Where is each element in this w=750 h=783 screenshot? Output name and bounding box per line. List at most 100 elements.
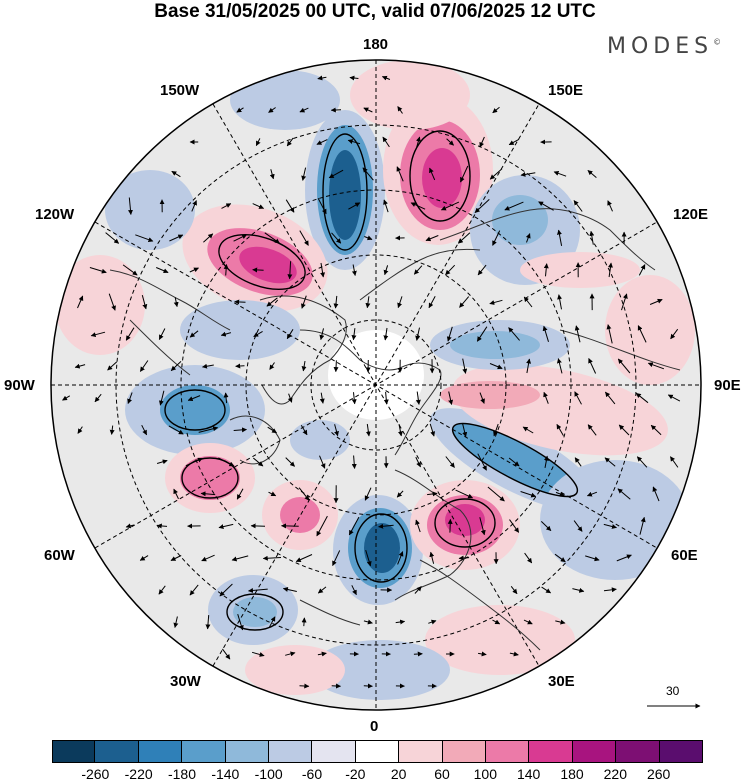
wind-vector [351,328,357,341]
wind-vector [670,328,679,340]
wind-vector [410,202,426,210]
colorbar [52,740,703,762]
wind-vector [287,393,293,403]
wind-vector [520,491,537,498]
wind-vector [458,555,470,561]
wind-vector [248,587,268,593]
label-90w: 90W [4,377,35,394]
wind-vector [365,549,372,567]
colorbar-tick-label: -100 [254,766,283,782]
map-title: Base 31/05/2025 00 UTC, valid 07/06/2025… [154,1,596,22]
wind-vector [378,523,394,529]
wind-vector [268,107,276,113]
wind-vector [383,265,389,276]
wind-vector [253,330,263,338]
colorbar-tick-label: -180 [167,766,197,782]
wind-vector [158,328,166,340]
contour-lines [164,130,579,631]
wind-vector [298,487,310,501]
wind-vector [334,424,339,437]
colorbar-tick-label: 100 [473,766,498,782]
wind-vector [587,424,597,436]
wind-vector [362,167,374,181]
wind-vector [526,358,532,374]
wind-vector [586,491,598,497]
wind-vector [90,331,106,338]
wind-vector [440,201,460,211]
colorbar-swatch [225,740,270,762]
wind-vector [94,393,102,403]
wind-vector [168,425,184,435]
wind-vector [555,619,566,625]
wind-vector [508,138,520,146]
wind-vector [477,453,487,471]
wind-vector [616,554,632,562]
label-180: 180 [363,36,389,53]
wind-vector [649,298,663,305]
wind-vector [319,455,326,469]
wind-vector [572,587,585,593]
wind-vector [365,296,371,309]
wind-vector [364,235,373,241]
colorbar-tick-label: -60 [301,766,323,782]
wind-vector [542,325,549,342]
wind-vector [397,106,403,114]
wind-vector [316,515,328,537]
wind-vector [365,423,371,437]
colorbar-tick-label: -220 [124,766,153,782]
wind-vector [191,200,197,212]
wind-vector [489,299,503,305]
anomaly-fields [55,60,695,700]
wind-vector [187,395,201,402]
wind-vector [425,235,439,242]
wind-vector [202,363,214,369]
wind-vector [105,232,120,244]
modes-logo: MODES© [607,34,721,59]
wind-vector [554,553,566,563]
wind-vector [605,391,616,405]
wind-vector [317,75,327,81]
wind-vector [504,201,524,211]
colorbar-tick-label: 260 [646,766,671,782]
wind-vector [169,234,184,242]
wind-vector [201,554,215,562]
wind-vector [397,424,403,437]
wind-vector [285,651,296,657]
wind-vector [139,555,149,561]
wind-vector [332,550,341,567]
wind-vector [446,326,453,342]
wind-vector [299,230,309,246]
wind-vector [428,296,436,309]
colorbar-swatch [616,740,660,762]
wind-vector [252,267,264,273]
colorbar-swatch [312,740,356,762]
wind-vector [125,327,135,341]
wind-vector [77,295,84,309]
wind-vector [317,586,327,594]
label-60e: 60E [671,547,698,564]
colorbar-swatch [52,740,96,762]
wind-vector [397,296,403,309]
wind-vector [607,262,613,278]
wind-vector [319,392,325,404]
wind-vector [429,551,435,564]
wind-vector [639,516,646,535]
wind-vector [585,555,600,562]
wind-vector [255,138,261,147]
wind-vector [349,75,359,81]
wind-vector [414,586,422,594]
wind-vector [574,391,582,405]
label-150e: 150E [548,82,584,99]
wind-vector [218,523,234,530]
wind-vector [618,424,630,436]
wind-vector [348,202,361,210]
wind-vector [445,264,456,276]
wind-vector [301,167,307,181]
colorbar-swatch [486,740,530,762]
wind-vector [382,136,390,148]
wind-vector [647,362,665,370]
wind-vector [285,457,295,467]
wind-vector [221,203,232,209]
wind-vector [383,391,389,405]
colorbar-tick-label: 20 [390,766,407,782]
